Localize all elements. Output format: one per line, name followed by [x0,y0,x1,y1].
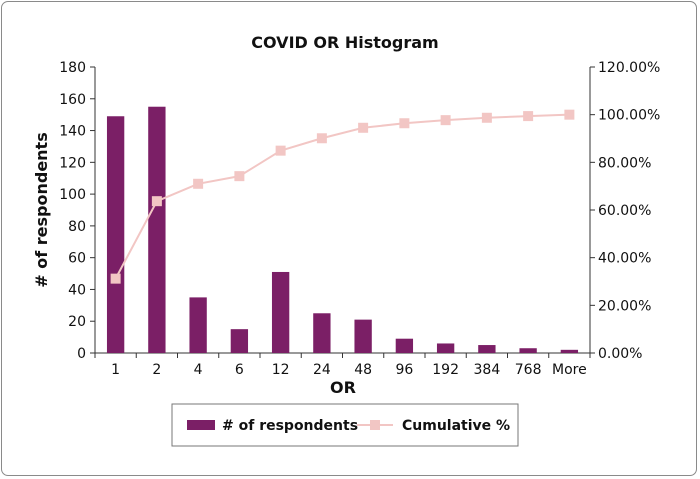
x-tick-label: 24 [313,362,331,378]
y-left-tick-label: 120 [59,155,86,171]
x-tick-label: 192 [432,362,459,378]
y-right-tick-label: 40.00% [598,251,651,267]
cumulative-marker [481,112,492,123]
x-tick-label: 1 [111,362,120,378]
y-axis-title: # of respondents [32,132,51,287]
y-left-tick-label: 100 [59,187,86,203]
y-right-tick-label: 120.00% [598,60,660,76]
cumulative-marker [523,111,534,122]
cumulative-marker [399,118,410,129]
plot-area: 0 20 40 60 80 100 120 140 160 180 0.00% 20.00% 40.00… [59,60,660,378]
cumulative-marker [316,133,327,144]
y-left-tick-label: 140 [59,124,86,140]
y-right-tick-label: 60.00% [598,203,651,219]
legend-bar-swatch [187,420,215,430]
histogram-bar [354,319,372,353]
legend-box [171,403,519,447]
histogram-bar [560,349,579,353]
chart-title: COVID OR Histogram [251,33,438,52]
y-right-tick-label: 0.00% [598,346,642,362]
y-left-tick-label: 160 [59,92,86,108]
cumulative-marker [110,273,121,284]
x-tick-label: 4 [194,362,203,378]
x-tick-label: 2 [152,362,161,378]
histogram-bar [148,106,166,353]
y-right-tick-label: 100.00% [598,108,660,124]
cumulative-marker [564,109,575,120]
cumulative-line [114,113,570,280]
x-axis-title: OR [330,378,356,397]
histogram-bar [436,343,455,353]
y-left-tick-label: 60 [68,251,86,267]
y-left-tick-label: 40 [68,282,86,298]
y-left-tick-label: 20 [68,314,86,330]
x-tick-label: 96 [395,362,413,378]
histogram-bar [478,345,496,353]
histogram-bar [519,348,537,353]
y-right-tick-label: 20.00% [598,298,651,314]
cumulative-marker [358,122,369,133]
x-tick-label: 48 [354,362,372,378]
histogram-bar [230,329,249,353]
cumulative-marker [193,178,204,189]
cumulative-marker [275,145,286,156]
x-tick-label: 6 [235,362,244,378]
legend-bar-label: # of respondents [222,418,358,434]
x-tick-label: More [552,362,587,378]
cumulative-marker [440,115,451,126]
legend-line-marker [370,420,380,430]
x-tick-label: 384 [474,362,501,378]
y-left-tick-label: 80 [68,219,86,235]
x-tick-label: 768 [515,362,542,378]
y-left-tick-label: 0 [77,346,86,362]
histogram-bar [395,338,414,353]
cumulative-marker [151,196,162,207]
histogram-bar [189,297,207,353]
y-left-tick-label: 180 [59,60,86,76]
legend-line-label: Cumulative % [402,418,510,434]
histogram-bar [313,313,331,353]
cumulative-marker [234,171,245,182]
y-right-tick-label: 80.00% [598,155,651,171]
histogram-bar [271,271,290,353]
x-tick-label: 12 [272,362,290,378]
histogram-bar [106,116,125,353]
